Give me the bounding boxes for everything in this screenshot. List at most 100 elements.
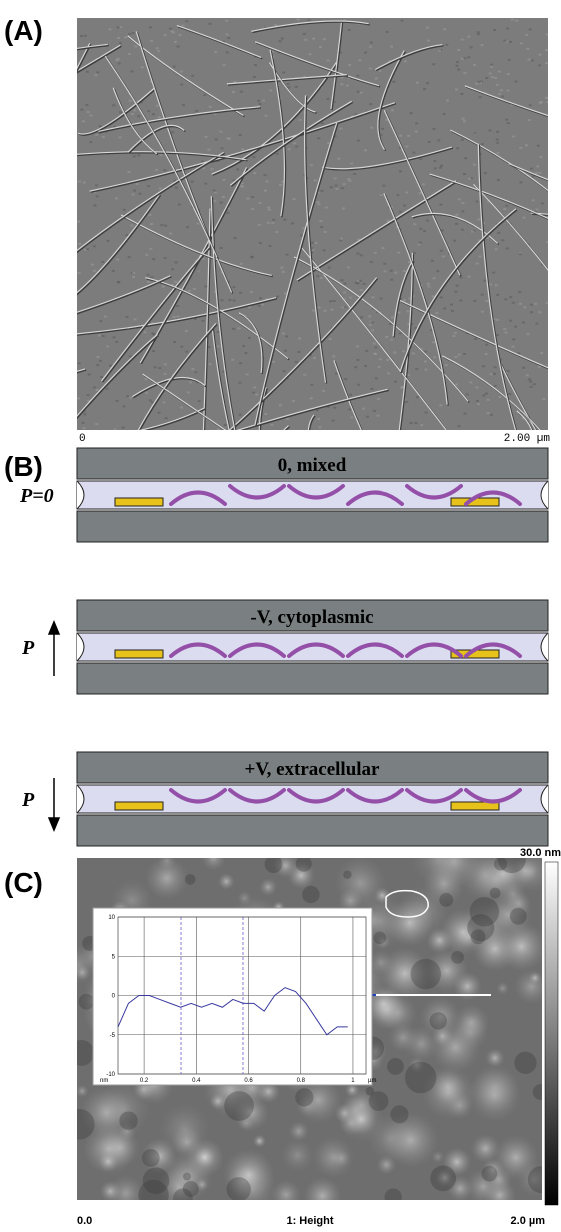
grain xyxy=(320,226,323,228)
grain xyxy=(473,131,476,133)
grain xyxy=(96,364,99,366)
grain xyxy=(357,384,360,386)
grain xyxy=(237,891,252,906)
grain xyxy=(490,414,493,416)
grain xyxy=(483,280,486,282)
grain xyxy=(531,59,534,61)
grain xyxy=(174,41,177,43)
grain xyxy=(138,193,141,195)
grain xyxy=(337,158,340,160)
grain xyxy=(149,26,152,28)
grain xyxy=(336,188,339,190)
grain xyxy=(193,288,196,290)
grain xyxy=(259,297,262,299)
grain xyxy=(169,28,172,30)
grain xyxy=(134,45,137,47)
grain xyxy=(353,173,356,175)
bottom-plate xyxy=(77,815,548,846)
grain xyxy=(485,300,488,302)
grain xyxy=(303,374,306,376)
grain xyxy=(463,72,466,74)
grain xyxy=(438,50,441,52)
grain xyxy=(507,370,510,372)
profile-inset xyxy=(93,908,372,1085)
grain xyxy=(456,61,459,63)
grain xyxy=(522,217,525,219)
x-end: 2.0 µm xyxy=(511,1215,546,1227)
grain xyxy=(360,254,363,256)
grain xyxy=(362,408,365,410)
grain xyxy=(374,346,377,348)
grain xyxy=(475,83,478,85)
grain xyxy=(397,252,400,254)
grain xyxy=(423,88,426,90)
grain xyxy=(460,93,463,95)
grain xyxy=(333,300,336,302)
grain xyxy=(529,28,532,30)
grain xyxy=(358,59,361,61)
grain xyxy=(304,1177,342,1215)
grain xyxy=(375,377,378,379)
grain xyxy=(307,19,310,21)
grain xyxy=(434,167,437,169)
grain xyxy=(128,33,131,35)
pit xyxy=(430,1166,456,1192)
grain xyxy=(369,324,372,326)
grain xyxy=(116,259,119,261)
grain xyxy=(473,300,476,302)
grain xyxy=(156,105,159,107)
grain xyxy=(128,53,131,55)
grain xyxy=(494,366,497,368)
pit xyxy=(451,951,464,964)
grain xyxy=(123,405,126,407)
grain xyxy=(373,343,376,345)
grain xyxy=(373,410,376,412)
grain xyxy=(259,242,262,244)
grain xyxy=(497,922,547,972)
grain xyxy=(158,412,161,414)
x-tick-label: 0.6 xyxy=(244,1078,253,1084)
grain xyxy=(484,172,487,174)
grain xyxy=(461,229,464,231)
grain xyxy=(400,387,403,389)
grain xyxy=(82,422,85,424)
grain xyxy=(456,65,459,67)
grain xyxy=(382,185,385,187)
grain xyxy=(292,400,295,402)
grain xyxy=(344,378,347,380)
grain xyxy=(394,381,397,383)
grain xyxy=(416,82,419,84)
grain xyxy=(464,157,467,159)
grain xyxy=(158,116,161,118)
grain xyxy=(535,172,538,174)
grain xyxy=(384,270,387,272)
grain xyxy=(348,29,351,31)
grain xyxy=(179,34,182,36)
grain xyxy=(530,386,533,388)
grain xyxy=(392,81,395,83)
grain xyxy=(535,323,538,325)
pit xyxy=(183,1173,191,1181)
grain xyxy=(461,210,464,212)
grain xyxy=(377,398,380,400)
grain xyxy=(467,1068,521,1122)
grain xyxy=(388,1023,418,1053)
grain xyxy=(232,286,235,288)
grain xyxy=(217,345,220,347)
grain xyxy=(204,285,207,287)
colorbar-max: 30.0 nm xyxy=(520,847,561,859)
grain xyxy=(386,31,389,33)
pit xyxy=(295,1088,313,1106)
grain xyxy=(445,44,448,46)
grain xyxy=(137,115,140,117)
grain xyxy=(145,392,148,394)
grain xyxy=(439,204,442,206)
grain xyxy=(329,300,332,302)
grain xyxy=(119,26,122,28)
grain xyxy=(443,28,446,30)
grain xyxy=(512,136,515,138)
grain xyxy=(89,141,92,143)
grain xyxy=(394,272,397,274)
grain xyxy=(182,104,185,106)
grain xyxy=(202,320,205,322)
